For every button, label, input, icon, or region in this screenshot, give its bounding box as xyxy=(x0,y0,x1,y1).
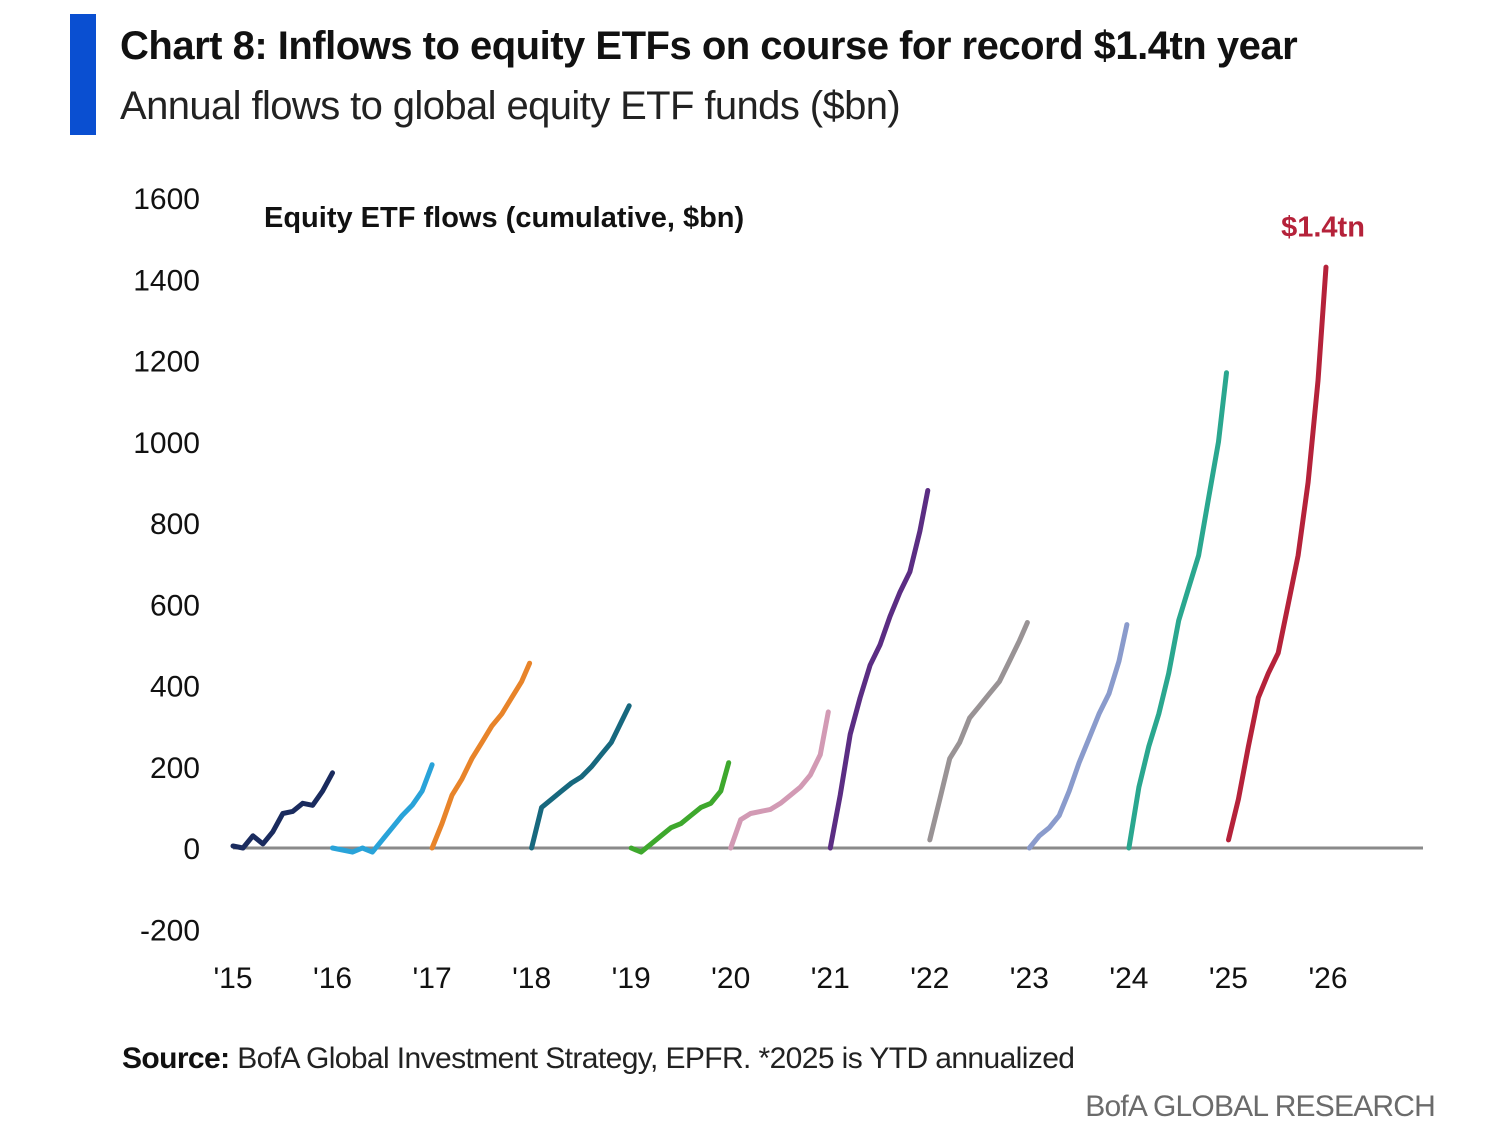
series-line-2020 xyxy=(728,709,831,851)
y-tick-label: -200 xyxy=(140,914,200,947)
y-tick-label: 0 xyxy=(183,833,200,866)
x-tick-label: '24 xyxy=(1109,962,1148,995)
x-tick-label: '16 xyxy=(313,962,352,995)
y-tick-label: 1000 xyxy=(133,427,200,460)
x-tick-label: '22 xyxy=(910,962,949,995)
y-tick-label: 800 xyxy=(150,508,200,541)
series-line-2023 xyxy=(1026,622,1130,851)
chart-title: Chart 8: Inflows to equity ETFs on cours… xyxy=(120,24,1298,68)
y-tick-label: 1600 xyxy=(133,183,200,216)
source-note: Source: BofA Global Investment Strategy,… xyxy=(122,1042,1075,1076)
y-tick-label: 400 xyxy=(150,671,200,704)
series-line-2017 xyxy=(429,660,533,851)
y-axis-tick-labels: -200 0 200 400 600 800 1000 1200 1400 1600 xyxy=(133,183,200,947)
brand-label: BofA GLOBAL RESEARCH xyxy=(1085,1090,1436,1123)
series-line-2022 xyxy=(927,620,1030,843)
x-tick-label: '19 xyxy=(612,962,651,995)
x-tick-label: '17 xyxy=(413,962,452,995)
y-tick-label: 1200 xyxy=(133,346,200,379)
title-accent-bar xyxy=(70,14,96,135)
series-lines xyxy=(230,264,1329,855)
inner-chart-label: Equity ETF flows (cumulative, $bn) xyxy=(264,202,744,234)
series-line-2018 xyxy=(529,703,632,851)
x-tick-label: '23 xyxy=(1010,962,1049,995)
x-tick-label: '25 xyxy=(1209,962,1248,995)
series-line-2015 xyxy=(230,770,335,851)
source-text: BofA Global Investment Strategy, EPFR. *… xyxy=(229,1042,1075,1075)
x-tick-label: '26 xyxy=(1308,962,1347,995)
series-line-2016 xyxy=(330,762,435,855)
y-tick-label: 200 xyxy=(150,752,200,785)
y-tick-label: 1400 xyxy=(133,264,200,297)
series-line-2025 xyxy=(1226,264,1329,843)
y-tick-label: 600 xyxy=(150,589,200,622)
x-tick-label: '21 xyxy=(811,962,850,995)
series-line-2024 xyxy=(1126,370,1229,851)
x-tick-label: '18 xyxy=(512,962,551,995)
x-tick-label: '20 xyxy=(711,962,750,995)
source-label: Source: xyxy=(122,1042,230,1075)
series-line-2019 xyxy=(628,760,732,855)
chart-subtitle: Annual flows to global equity ETF funds … xyxy=(120,84,901,128)
x-tick-label: '15 xyxy=(213,962,252,995)
x-axis-tick-labels: '15 '16 '17 '18 '19 '20 '21 '22 '23 '24 '25 '26 xyxy=(213,962,1347,995)
annotation-label: $1.4tn xyxy=(1281,211,1365,243)
series-line-2021 xyxy=(827,488,931,851)
